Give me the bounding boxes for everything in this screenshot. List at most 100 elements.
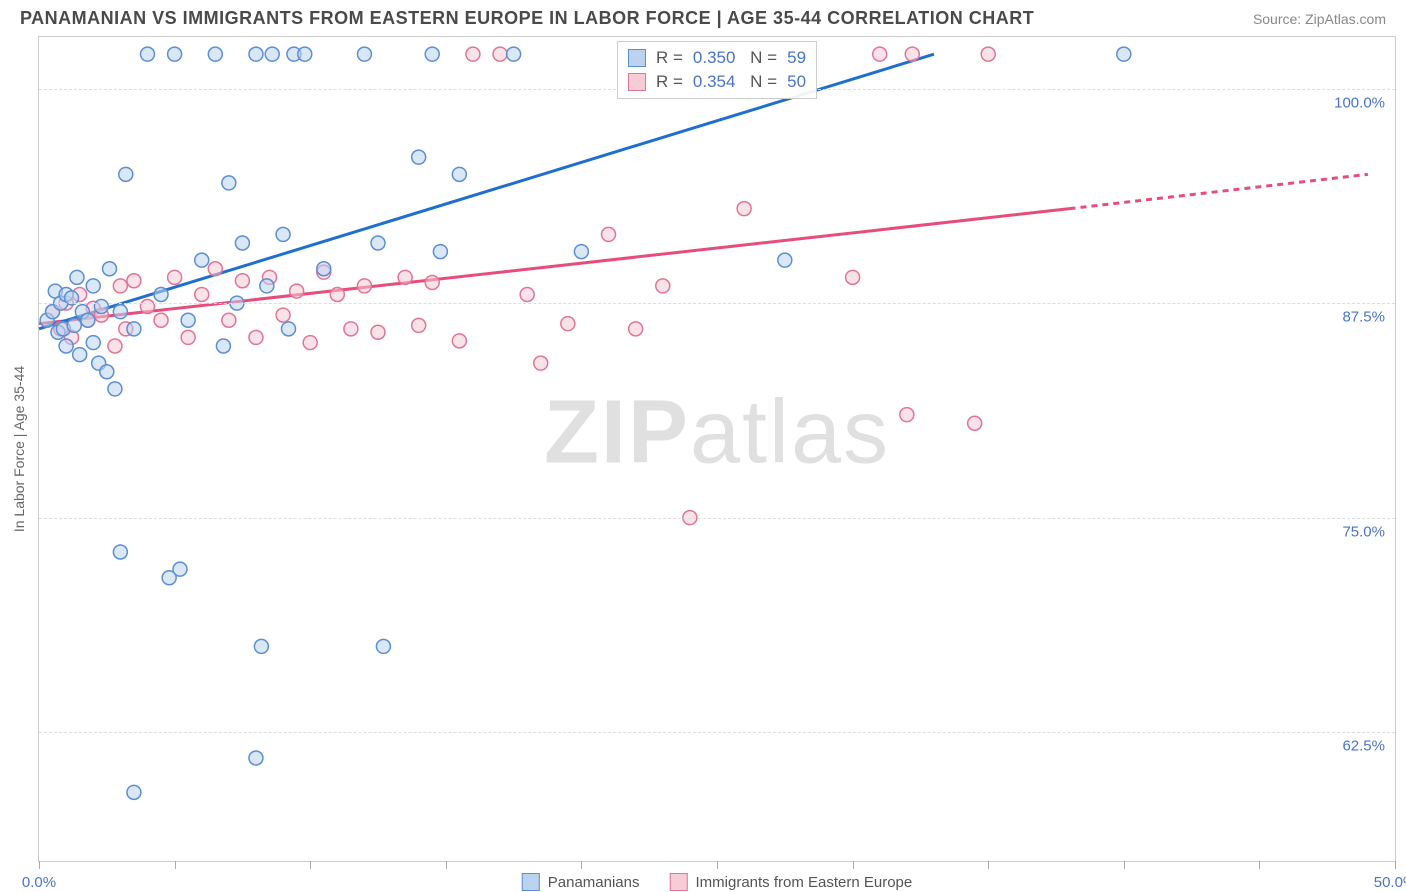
legend-label-b: Immigrants from Eastern Europe <box>695 874 912 891</box>
data-point <box>493 47 507 61</box>
data-point <box>254 639 268 653</box>
data-point <box>140 300 154 314</box>
y-tick-label: 100.0% <box>1334 94 1385 111</box>
data-point <box>282 322 296 336</box>
data-point <box>905 47 919 61</box>
y-tick-label: 87.5% <box>1342 309 1385 326</box>
data-point <box>181 313 195 327</box>
data-point <box>656 279 670 293</box>
data-point <box>265 47 279 61</box>
x-tick <box>39 861 40 869</box>
data-point <box>276 227 290 241</box>
y-axis-label: In Labor Force | Age 35-44 <box>11 366 27 532</box>
data-point <box>249 330 263 344</box>
data-point <box>127 274 141 288</box>
data-point <box>108 382 122 396</box>
data-point <box>981 47 995 61</box>
x-tick <box>1259 861 1260 869</box>
data-point <box>173 562 187 576</box>
data-point <box>561 317 575 331</box>
data-point <box>235 274 249 288</box>
swatch-b-icon <box>628 73 646 91</box>
data-point <box>968 416 982 430</box>
y-tick-label: 75.0% <box>1342 523 1385 540</box>
gridline <box>39 518 1395 519</box>
data-point <box>195 288 209 302</box>
data-point <box>81 313 95 327</box>
data-point <box>59 339 73 353</box>
data-point <box>412 150 426 164</box>
data-point <box>260 279 274 293</box>
data-point <box>222 176 236 190</box>
data-point <box>108 339 122 353</box>
data-point <box>298 47 312 61</box>
data-point <box>127 322 141 336</box>
data-point <box>425 275 439 289</box>
data-point <box>425 47 439 61</box>
x-tick <box>1395 861 1396 869</box>
x-tick <box>1124 861 1125 869</box>
data-point <box>534 356 548 370</box>
data-point <box>452 167 466 181</box>
data-point <box>86 279 100 293</box>
data-point <box>70 270 84 284</box>
x-tick-label: 0.0% <box>22 874 56 891</box>
legend-swatch-b-icon <box>669 873 687 891</box>
data-point <box>113 305 127 319</box>
x-tick <box>175 861 176 869</box>
data-point <box>276 308 290 322</box>
data-point <box>602 227 616 241</box>
plot-area: ZIPatlas 62.5%75.0%87.5%100.0%0.0%50.0% <box>39 37 1395 861</box>
data-point <box>86 336 100 350</box>
data-point <box>208 47 222 61</box>
data-point <box>100 365 114 379</box>
data-point <box>433 245 447 259</box>
legend-swatch-a-icon <box>522 873 540 891</box>
data-point <box>216 339 230 353</box>
data-point <box>452 334 466 348</box>
data-point <box>208 262 222 276</box>
data-point <box>737 202 751 216</box>
x-tick <box>988 861 989 869</box>
legend-label-a: Panamanians <box>548 874 640 891</box>
data-point <box>154 288 168 302</box>
y-tick-label: 62.5% <box>1342 738 1385 755</box>
data-point <box>629 322 643 336</box>
data-point <box>398 270 412 284</box>
data-point <box>900 408 914 422</box>
data-point <box>113 545 127 559</box>
data-point <box>103 262 117 276</box>
data-point <box>778 253 792 267</box>
data-point <box>873 47 887 61</box>
legend-item-b: Immigrants from Eastern Europe <box>669 873 912 891</box>
data-point <box>119 167 133 181</box>
stats-row-a: R =0.350 N =59 <box>628 46 806 70</box>
legend-item-a: Panamanians <box>522 873 640 891</box>
data-point <box>520 288 534 302</box>
x-tick-label: 50.0% <box>1374 874 1406 891</box>
data-point <box>73 348 87 362</box>
data-point <box>357 279 371 293</box>
data-point <box>507 47 521 61</box>
data-point <box>235 236 249 250</box>
x-tick <box>717 861 718 869</box>
data-point <box>168 47 182 61</box>
data-point <box>140 47 154 61</box>
x-tick <box>310 861 311 869</box>
data-point <box>290 284 304 298</box>
swatch-a-icon <box>628 49 646 67</box>
legend-bottom: Panamanians Immigrants from Eastern Euro… <box>522 873 912 891</box>
data-point <box>376 639 390 653</box>
data-point <box>154 313 168 327</box>
data-point <box>127 785 141 799</box>
data-point <box>168 270 182 284</box>
data-point <box>357 47 371 61</box>
data-point <box>195 253 209 267</box>
data-point <box>344 322 358 336</box>
gridline <box>39 732 1395 733</box>
data-point <box>303 336 317 350</box>
data-point <box>222 313 236 327</box>
trend-line <box>1070 174 1368 208</box>
data-point <box>317 262 331 276</box>
data-point <box>330 288 344 302</box>
